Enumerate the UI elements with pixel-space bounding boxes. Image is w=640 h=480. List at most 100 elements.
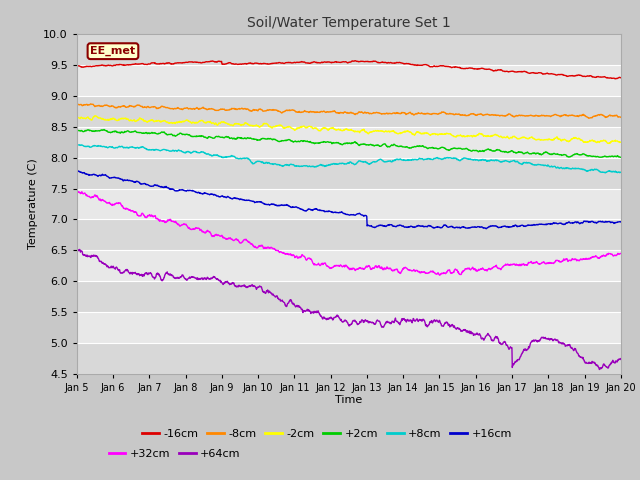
+16cm [137, 181, 145, 187]
+64cm [596, 367, 604, 372]
+32cm [316, 262, 323, 268]
+2cm [304, 139, 312, 144]
Line: +64cm: +64cm [77, 250, 621, 370]
-8cm [585, 115, 593, 121]
+2cm [325, 140, 333, 145]
+32cm [73, 189, 81, 195]
+32cm [383, 264, 390, 270]
Bar [77, 34, 621, 65]
+16cm [483, 226, 490, 232]
-16cm [325, 59, 333, 65]
+8cm [304, 164, 312, 169]
-2cm [92, 113, 99, 119]
+16cm [315, 207, 323, 213]
+16cm [73, 168, 81, 173]
+64cm [138, 272, 145, 277]
+8cm [325, 162, 333, 168]
+8cm [602, 170, 609, 176]
-8cm [73, 102, 81, 108]
Line: +16cm: +16cm [77, 170, 621, 229]
-8cm [617, 114, 625, 120]
-8cm [325, 109, 333, 115]
-8cm [87, 101, 95, 107]
Title: Soil/Water Temperature Set 1: Soil/Water Temperature Set 1 [247, 16, 451, 30]
+8cm [137, 144, 145, 150]
Bar [77, 157, 621, 189]
+64cm [316, 311, 323, 316]
+64cm [115, 267, 123, 273]
-16cm [611, 76, 619, 82]
-16cm [115, 62, 123, 68]
Line: -16cm: -16cm [77, 60, 621, 79]
-16cm [351, 58, 359, 63]
-2cm [325, 126, 333, 132]
+2cm [316, 140, 323, 146]
Bar [77, 281, 621, 312]
Bar [77, 219, 621, 251]
-8cm [316, 109, 323, 115]
X-axis label: Time: Time [335, 395, 362, 405]
+16cm [325, 208, 333, 214]
+2cm [115, 130, 123, 135]
-8cm [138, 104, 145, 109]
+32cm [436, 272, 444, 278]
+2cm [617, 155, 625, 160]
Legend: +32cm, +64cm: +32cm, +64cm [104, 444, 245, 464]
Line: -8cm: -8cm [77, 104, 621, 118]
Bar [77, 312, 621, 343]
Bar [77, 127, 621, 157]
-2cm [316, 128, 323, 133]
+64cm [73, 248, 81, 253]
Text: EE_met: EE_met [90, 46, 136, 56]
+8cm [383, 159, 390, 165]
Bar [77, 189, 621, 219]
+16cm [383, 223, 390, 229]
+16cm [115, 175, 123, 181]
-8cm [115, 104, 123, 110]
+64cm [617, 356, 625, 361]
-2cm [617, 139, 625, 145]
Line: -2cm: -2cm [77, 116, 621, 144]
+64cm [383, 320, 390, 325]
Line: +32cm: +32cm [77, 192, 621, 275]
+16cm [617, 219, 625, 225]
-2cm [115, 117, 123, 123]
+64cm [76, 247, 84, 252]
Bar [77, 96, 621, 127]
-2cm [605, 141, 612, 146]
-2cm [73, 115, 81, 121]
Bar [77, 65, 621, 96]
+2cm [138, 130, 145, 136]
Y-axis label: Temperature (C): Temperature (C) [28, 158, 38, 250]
+64cm [304, 308, 312, 314]
+8cm [73, 142, 81, 147]
+32cm [115, 200, 123, 206]
-2cm [138, 116, 145, 121]
+8cm [115, 144, 123, 149]
+32cm [138, 211, 145, 217]
+2cm [100, 127, 108, 132]
-2cm [304, 124, 312, 130]
-8cm [304, 109, 312, 115]
+2cm [383, 144, 390, 149]
+32cm [617, 251, 625, 256]
+64cm [325, 315, 333, 321]
Line: +2cm: +2cm [77, 130, 621, 157]
-16cm [315, 60, 323, 66]
+2cm [73, 128, 81, 133]
-16cm [304, 60, 312, 66]
Bar [77, 343, 621, 374]
Line: +8cm: +8cm [77, 144, 621, 173]
-16cm [617, 75, 625, 81]
-16cm [73, 63, 81, 69]
+8cm [315, 163, 323, 168]
+16cm [304, 207, 312, 213]
-16cm [383, 60, 390, 66]
+8cm [617, 169, 625, 175]
+32cm [304, 255, 312, 261]
+32cm [325, 264, 333, 270]
Bar [77, 251, 621, 281]
+32cm [75, 189, 83, 194]
-8cm [383, 110, 390, 116]
-16cm [137, 61, 145, 67]
